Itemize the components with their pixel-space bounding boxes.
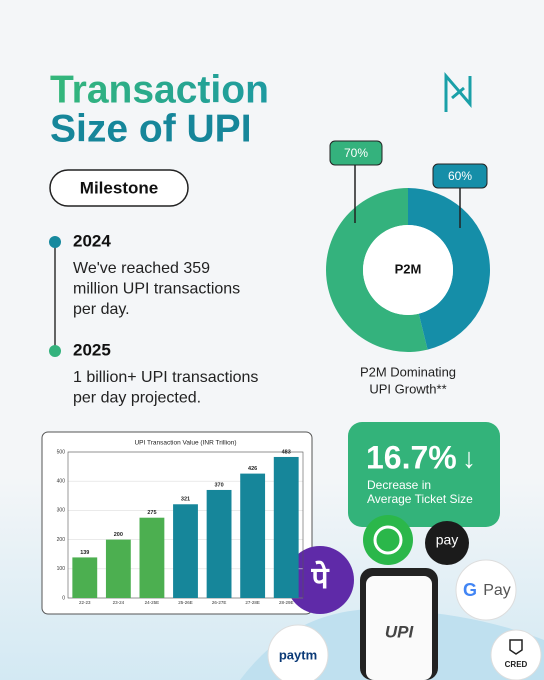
x-tick-label: 24-25E xyxy=(145,600,160,605)
bar-value-label: 483 xyxy=(282,449,291,455)
timeline-text: per day projected. xyxy=(73,390,201,407)
bar xyxy=(273,456,299,598)
phonepe-label: पे xyxy=(310,560,329,595)
bar-value-label: 370 xyxy=(214,482,223,488)
stat-card xyxy=(348,422,500,527)
y-tick-label: 200 xyxy=(57,537,66,543)
cred-glyph xyxy=(509,639,523,655)
y-tick-label: 100 xyxy=(57,566,66,572)
stat-text: Average Ticket Size xyxy=(367,492,473,506)
x-tick-label: 23-24 xyxy=(113,600,125,605)
y-tick-label: 400 xyxy=(57,479,66,485)
gpay-label: Pay xyxy=(483,582,511,599)
whatsapp-glyph xyxy=(373,525,403,555)
logo xyxy=(444,71,472,112)
donut-hole xyxy=(363,225,453,315)
timeline-text: We've reached 359 xyxy=(73,260,210,277)
milestone-pill xyxy=(49,169,189,207)
upi-logo: UPI xyxy=(385,622,415,641)
stat-arrow: ↓ xyxy=(462,442,476,473)
donut-center-label: P2M xyxy=(395,261,422,276)
timeline-text: million UPI transactions xyxy=(73,281,240,298)
cred-label: CRED xyxy=(505,660,528,669)
whatsapp-icon xyxy=(363,515,413,565)
timeline-text: per day. xyxy=(73,301,130,318)
timeline-dot xyxy=(49,236,61,248)
donut-caption: UPI Growth** xyxy=(369,381,446,396)
bar xyxy=(240,473,266,598)
gpay-icon xyxy=(455,559,517,621)
y-tick-label: 300 xyxy=(57,508,66,514)
donut-segment xyxy=(408,188,490,350)
bar-value-label: 139 xyxy=(80,550,89,556)
gpay-g: G xyxy=(463,580,477,600)
timeline-year: 2025 xyxy=(73,340,111,359)
donut-segment xyxy=(325,188,428,352)
bar-value-label: 321 xyxy=(181,497,190,503)
x-tick-label: 27-28E xyxy=(245,600,260,605)
bar xyxy=(72,557,98,598)
chart-title: UPI Transaction Value (INR Trillion) xyxy=(134,440,236,447)
amazonpay-icon xyxy=(425,521,469,565)
donut-caption: P2M Dominating xyxy=(360,364,456,379)
bar xyxy=(206,489,232,598)
timeline-text: 1 billion+ UPI transactions xyxy=(73,369,258,386)
amazonpay-label: pay xyxy=(436,532,459,548)
timeline-dot xyxy=(49,345,61,357)
value-label: 60% xyxy=(448,169,472,183)
milestone-label: Milestone xyxy=(80,178,158,197)
timeline-year: 2024 xyxy=(73,231,111,250)
stat-value: 16.7% xyxy=(366,439,457,475)
bar-value-label: 275 xyxy=(147,510,156,516)
paytm-icon xyxy=(267,624,329,680)
cred-icon xyxy=(490,629,542,680)
value-label: 70% xyxy=(344,146,368,160)
y-tick-label: 0 xyxy=(62,595,65,601)
title-line: Size of UPI xyxy=(50,107,252,150)
y-tick-label: 500 xyxy=(57,449,66,455)
bar xyxy=(173,504,198,598)
x-tick-label: 25-26E xyxy=(178,600,193,605)
x-tick-label: 26-27E xyxy=(212,600,227,605)
x-tick-label: 28-29E xyxy=(279,600,294,605)
phone-screen xyxy=(366,576,432,680)
bar xyxy=(105,539,131,598)
title-line: Transaction xyxy=(50,68,269,111)
paytm-label: paytm xyxy=(279,647,317,662)
bar-value-label: 426 xyxy=(248,466,257,472)
stat-text: Decrease in xyxy=(367,478,431,492)
value-label-box xyxy=(329,140,383,166)
bar xyxy=(139,517,165,598)
bar-value-label: 200 xyxy=(114,532,123,538)
value-label-box xyxy=(432,163,488,189)
x-tick-label: 22-23 xyxy=(79,600,91,605)
